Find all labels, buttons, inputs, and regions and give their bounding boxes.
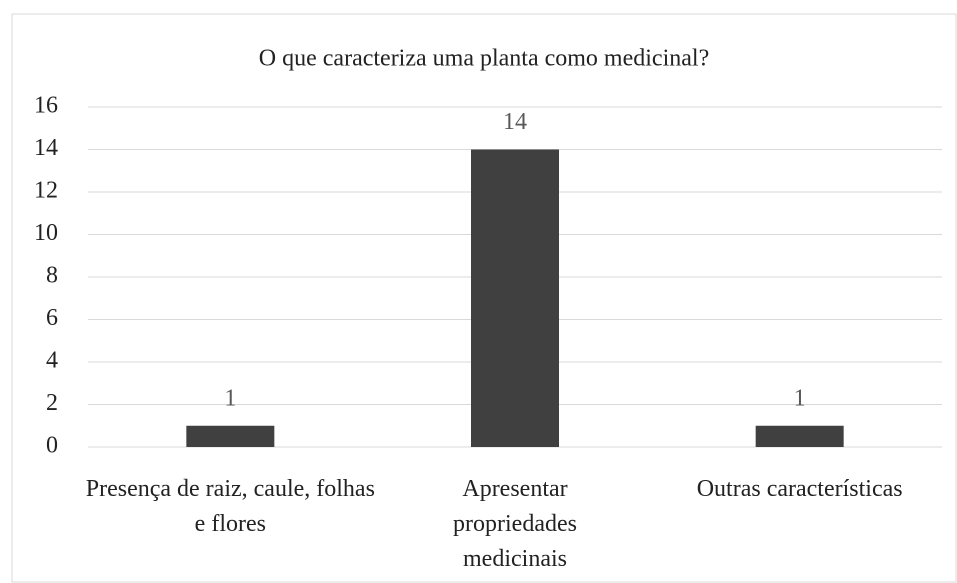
data-label: 1 bbox=[224, 385, 236, 411]
x-tick-label: Presença de raiz, caule, folhas e flores bbox=[85, 476, 375, 537]
data-label: 14 bbox=[503, 109, 527, 135]
chart-title: O que caracteriza uma planta como medici… bbox=[259, 46, 709, 72]
y-tick-label: 2 bbox=[46, 390, 58, 416]
x-tick-label: Outras características bbox=[696, 476, 903, 502]
x-tick-label: Apresentar propriedades medicinais bbox=[453, 476, 577, 572]
bar bbox=[471, 149, 559, 447]
bar bbox=[755, 425, 844, 447]
y-tick-label: 12 bbox=[34, 178, 58, 204]
y-tick-label: 6 bbox=[46, 305, 58, 331]
y-tick-label: 4 bbox=[46, 348, 58, 374]
y-tick-label: 8 bbox=[46, 263, 58, 289]
bar bbox=[186, 425, 275, 447]
data-label: 1 bbox=[794, 385, 806, 411]
y-tick-label: 10 bbox=[34, 220, 58, 246]
y-tick-label: 16 bbox=[34, 93, 58, 119]
y-tick-label: 0 bbox=[46, 433, 58, 459]
y-tick-label: 14 bbox=[34, 135, 58, 161]
